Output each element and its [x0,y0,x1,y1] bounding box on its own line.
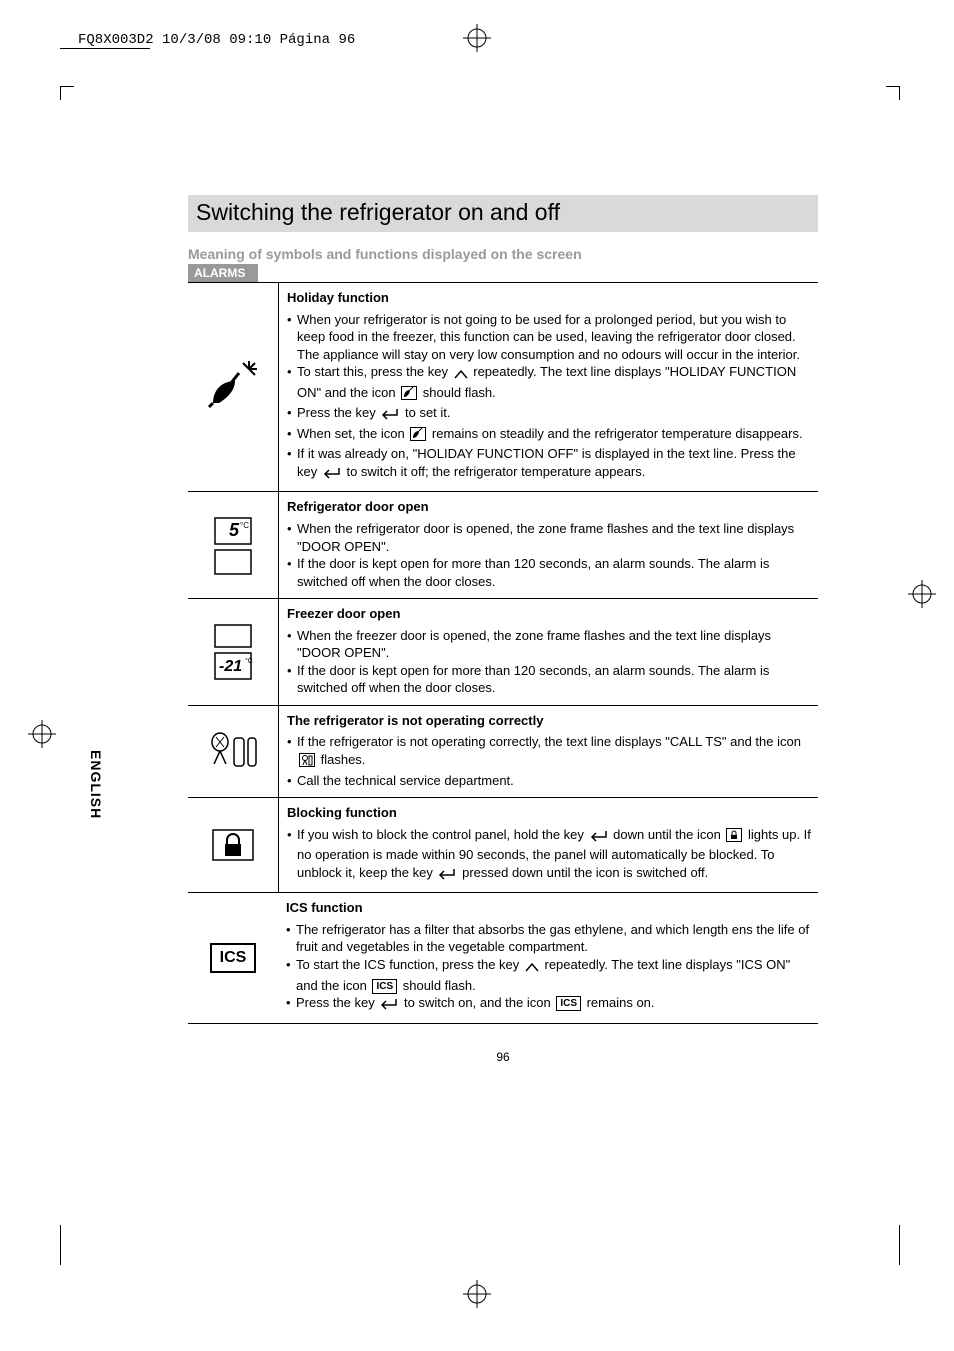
row-freezer-door: -21 °C Freezer door open •When the freez… [188,598,818,705]
not-operating-b1: If the refrigerator is not operating cor… [297,733,812,771]
t: down until the icon [610,827,725,842]
ics-b1: The refrigerator has a filter that absor… [296,921,812,956]
fridge-door-b1: When the refrigerator door is opened, th… [297,520,812,555]
section-subhead: Meaning of symbols and functions display… [188,246,818,262]
fridge-door-icon: 5 °C [188,492,278,598]
enter-key-icon [380,997,398,1015]
crop-mark-top [463,24,491,52]
svg-text:°C: °C [240,521,249,530]
t: Press the key [296,995,378,1010]
ics-icon: ICS [188,893,278,1022]
lock-box-icon [726,828,742,847]
not-operating-text: The refrigerator is not operating correc… [278,706,818,797]
crop-mark-bottom [463,1280,491,1313]
ics-inline-box: ICS [556,996,581,1011]
wrench-box-icon [299,753,315,772]
holiday-icon [188,283,278,491]
crop-line-bl [60,1225,61,1265]
parasol-box-icon [410,427,426,446]
page-title: Switching the refrigerator on and off [188,195,818,232]
t: to switch on, and the icon [400,995,554,1010]
t: pressed down until the icon is switched … [458,865,708,880]
blocking-icon [188,798,278,892]
crop-line-br [899,1225,900,1265]
fridge-door-header: Refrigerator door open [287,498,812,516]
t: To start this, press the key [297,364,452,379]
page-content: Switching the refrigerator on and off Me… [188,195,818,1064]
row-blocking: Blocking function • If you wish to block… [188,797,818,892]
crop-corner-tr [886,86,900,100]
blocking-text: Blocking function • If you wish to block… [278,798,818,892]
t: should flash. [419,385,496,400]
t: should flash. [399,978,476,993]
t: remains on. [583,995,655,1010]
up-arrow-icon [525,959,539,977]
t: remains on steadily and the refrigerator… [428,426,802,441]
blocking-b1: If you wish to block the control panel, … [297,826,812,885]
not-operating-icon [188,706,278,797]
ics-header: ICS function [286,899,812,917]
alarms-label: ALARMS [188,264,258,282]
row-holiday: Holiday function •When your refrigerator… [188,282,818,491]
t: flashes. [317,752,365,767]
holiday-text: Holiday function •When your refrigerator… [278,283,818,491]
fridge-door-b2: If the door is kept open for more than 1… [297,555,812,590]
freezer-door-icon: -21 °C [188,599,278,705]
crop-mark-left [28,720,56,753]
holiday-b5: If it was already on, "HOLIDAY FUNCTION … [297,445,812,483]
holiday-b4: When set, the icon remains on steadily a… [297,425,812,446]
freezer-door-text: Freezer door open •When the freezer door… [278,599,818,705]
t: When set, the icon [297,426,408,441]
svg-text:-21: -21 [219,658,242,675]
ics-b3: Press the key to switch on, and the icon… [296,994,812,1015]
t: to switch it off; the refrigerator tempe… [343,464,646,479]
holiday-header: Holiday function [287,289,812,307]
up-arrow-icon [454,366,468,384]
not-operating-header: The refrigerator is not operating correc… [287,712,812,730]
row-fridge-door: 5 °C Refrigerator door open •When the re… [188,491,818,598]
t: If the refrigerator is not operating cor… [297,734,801,749]
rule-top [60,48,150,49]
t: To start the ICS function, press the key [296,957,523,972]
enter-key-icon [323,466,341,484]
not-operating-b2: Call the technical service department. [297,772,812,790]
ics-inline-box: ICS [372,979,397,994]
row-not-operating: The refrigerator is not operating correc… [188,705,818,797]
freezer-door-b2: If the door is kept open for more than 1… [297,662,812,697]
freezer-door-header: Freezer door open [287,605,812,623]
holiday-b2: To start this, press the key repeatedly.… [297,363,812,404]
crop-mark-right [908,580,936,613]
holiday-b1: When your refrigerator is not going to b… [297,311,812,364]
svg-text:°C: °C [245,657,253,665]
side-language-label: ENGLISH [88,750,104,819]
t: Press the key [297,405,379,420]
svg-text:5: 5 [229,520,240,540]
page-number: 96 [188,1050,818,1064]
ics-box-label: ICS [210,943,257,973]
ics-text: ICS function •The refrigerator has a fil… [278,893,818,1022]
t: to set it. [401,405,450,420]
t: If you wish to block the control panel, … [297,827,588,842]
blocking-header: Blocking function [287,804,812,822]
enter-key-icon [381,407,399,425]
row-ics: ICS ICS function •The refrigerator has a… [188,892,818,1023]
print-header: FQ8X003D2 10/3/08 09:10 Página 96 [78,32,355,48]
crop-corner-tl [60,86,74,100]
enter-key-icon [590,829,608,847]
freezer-door-b1: When the freezer door is opened, the zon… [297,627,812,662]
parasol-box-icon [401,386,417,405]
enter-key-icon [438,867,456,885]
ics-b2: To start the ICS function, press the key… [296,956,812,994]
fridge-door-text: Refrigerator door open •When the refrige… [278,492,818,598]
holiday-b3: Press the key to set it. [297,404,812,425]
